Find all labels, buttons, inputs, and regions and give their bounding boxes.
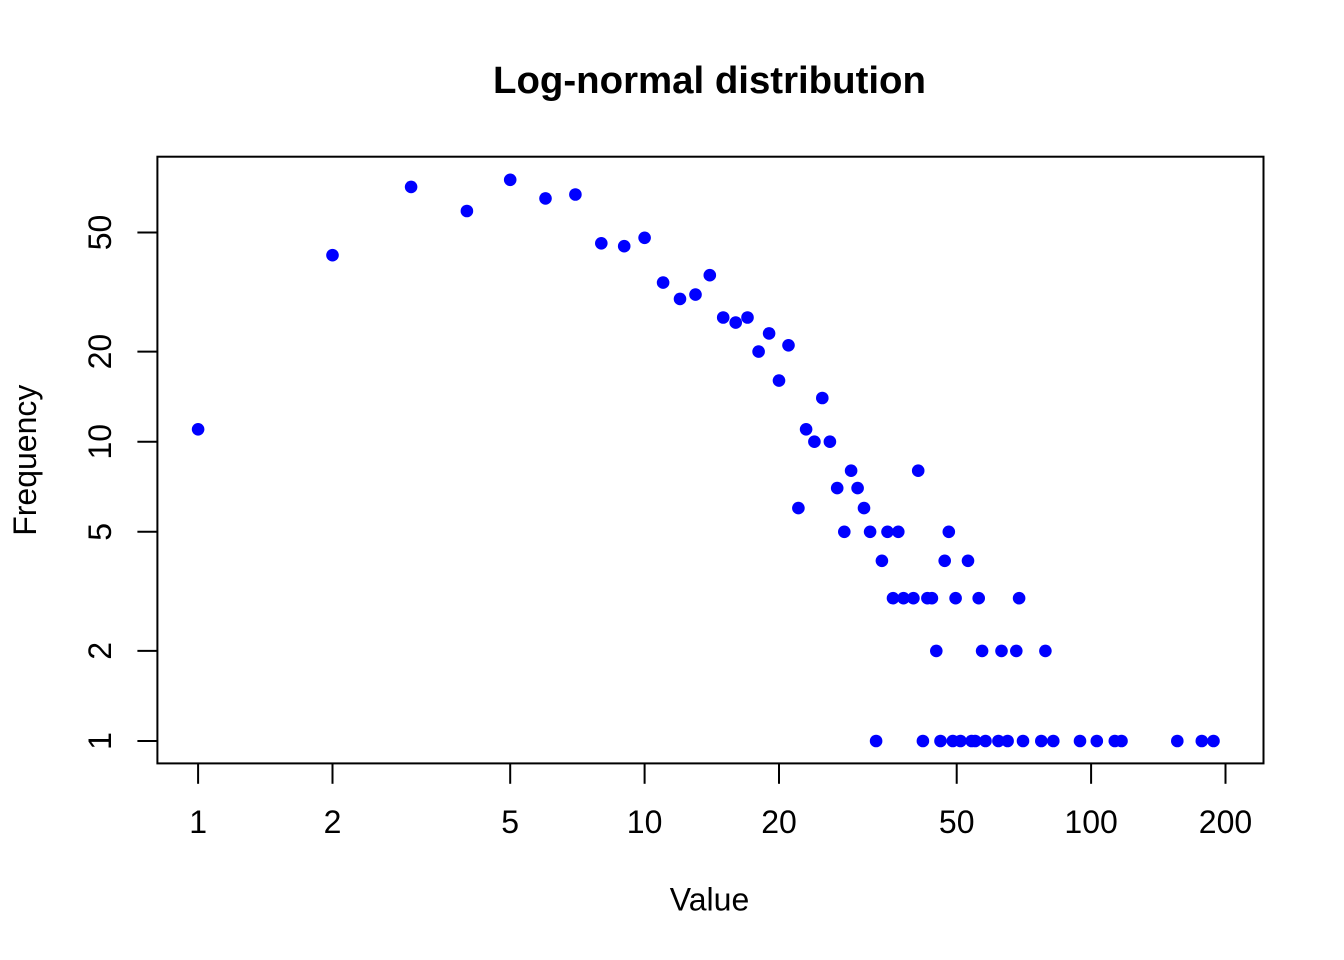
svg-text:50: 50 [82,215,118,251]
svg-text:2: 2 [82,642,118,660]
svg-text:Frequency: Frequency [7,385,43,536]
svg-text:5: 5 [82,523,118,541]
svg-text:10: 10 [627,804,663,840]
svg-text:Log-normal distribution: Log-normal distribution [493,59,926,102]
svg-text:2: 2 [324,804,342,840]
svg-text:100: 100 [1064,804,1117,840]
svg-text:200: 200 [1199,804,1252,840]
svg-text:5: 5 [501,804,519,840]
svg-text:Value: Value [670,881,749,917]
svg-text:1: 1 [82,732,118,750]
svg-text:20: 20 [761,804,797,840]
svg-text:20: 20 [82,334,118,370]
svg-text:1: 1 [189,804,207,840]
svg-text:10: 10 [82,424,118,460]
svg-text:50: 50 [939,804,975,840]
